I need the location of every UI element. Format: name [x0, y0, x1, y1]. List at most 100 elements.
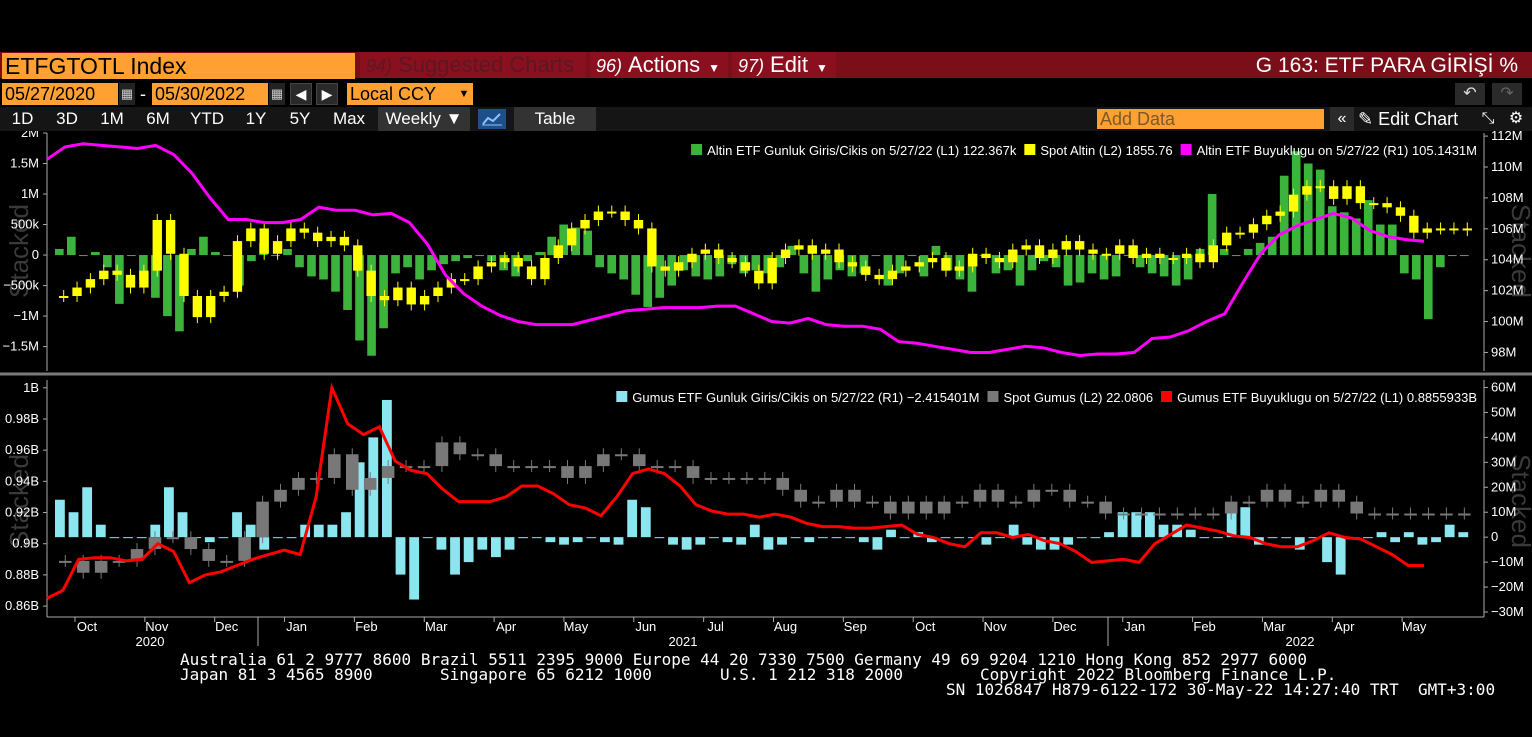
candle-body [647, 228, 657, 267]
candle-body [165, 219, 176, 254]
candle-body [1063, 489, 1077, 502]
calendar-icon[interactable]: ▦ [269, 83, 285, 105]
edit-axes-icon[interactable]: ⤡ [1481, 110, 1495, 127]
bar-mark [991, 255, 1001, 274]
candle-body [807, 245, 817, 254]
legend-entry-label: Gumus ETF Buyuklugu on 5/27/22 (L1) 0.88… [1177, 390, 1477, 405]
candle-body [1153, 513, 1166, 516]
y-right-tick-label: 10M [1491, 504, 1516, 519]
candle-body [286, 228, 296, 242]
undo-icon[interactable]: ↶ [1455, 83, 1485, 105]
y-left-tick-label: 0.9B [12, 536, 39, 551]
line-chart-icon[interactable] [478, 109, 506, 129]
bar-mark [600, 537, 610, 543]
table-button[interactable]: Table [514, 107, 596, 131]
bar-mark [1294, 537, 1305, 550]
bar-mark [518, 537, 529, 539]
candle-body [620, 211, 630, 220]
candle-body [1117, 513, 1130, 516]
legend-swatch [1180, 144, 1192, 155]
legend-entry-label: Spot Altin (L2) 1855.76 [1040, 143, 1172, 158]
ticker-field[interactable]: ETFGTOTL Index [2, 53, 355, 79]
bar-mark [1303, 163, 1313, 256]
legend-swatch [616, 391, 628, 402]
range-ytd-button[interactable]: YTD [190, 109, 224, 128]
actions-menu[interactable]: 96) Actions ▼ [590, 52, 728, 78]
candle-body [579, 466, 592, 478]
chevron-left-icon[interactable]: ◀ [290, 83, 312, 105]
collapse-left-icon[interactable]: « [1330, 107, 1354, 131]
bar-mark [1036, 537, 1046, 550]
candle-body [884, 501, 897, 514]
edit-menu[interactable]: 97) Edit ▼ [732, 52, 836, 78]
end-date-field[interactable]: 05/30/2022 [152, 83, 268, 105]
x-tick-label: Dec [1053, 619, 1077, 634]
chevron-down-icon[interactable]: ▼ [455, 83, 473, 105]
bar-mark [931, 245, 941, 256]
candle-body [1034, 245, 1045, 258]
bar-mark [139, 255, 148, 280]
candle-body [1155, 253, 1165, 258]
range-6m-button[interactable]: 6M [146, 109, 170, 128]
y-right-tick-label: 40M [1491, 429, 1516, 444]
redo-icon[interactable]: ↷ [1492, 83, 1522, 105]
series-line [46, 142, 1425, 358]
y-right-tick-label: 104M [1491, 252, 1524, 267]
frequency-select[interactable]: Weekly ▼ [378, 107, 470, 131]
bar-mark [1231, 255, 1241, 257]
candle-body [1195, 253, 1205, 263]
bar-mark [55, 248, 64, 256]
candle-body [994, 257, 1005, 263]
bar-mark [463, 255, 472, 259]
bar-mark [55, 499, 65, 538]
candle-body [740, 262, 751, 271]
bar-mark [1459, 255, 1469, 257]
bar-mark [1351, 218, 1361, 256]
bar-mark [109, 537, 120, 539]
candle-body [1440, 513, 1453, 516]
add-data-input[interactable]: Add Data [1097, 109, 1324, 129]
range-1y-button[interactable]: 1Y [245, 109, 267, 128]
bar-mark [259, 537, 270, 550]
range-5y-button[interactable]: 5Y [289, 109, 311, 128]
y-left-tick-label: 1B [23, 380, 39, 395]
date-separator: - [140, 84, 146, 104]
candle-body [686, 466, 700, 478]
candle-body [130, 549, 144, 561]
calendar-icon[interactable]: ▦ [119, 83, 135, 105]
bar-mark [343, 255, 352, 310]
bar-mark [775, 255, 785, 268]
candle-body [1235, 232, 1245, 235]
bar-mark [199, 236, 208, 256]
chevron-right-icon[interactable]: ▶ [316, 83, 338, 105]
candle-body [1115, 245, 1125, 254]
candle-body [94, 560, 108, 573]
currency-select[interactable]: Local CCY [347, 83, 455, 105]
range-1d-button[interactable]: 1D [11, 109, 34, 128]
range-3d-button[interactable]: 3D [56, 109, 78, 128]
stacked-watermark-right: Stacked [1506, 204, 1532, 298]
start-date-field[interactable]: 05/27/2020 [2, 83, 118, 105]
bar-mark [1411, 255, 1421, 280]
gear-icon[interactable]: ⚙ [1508, 110, 1524, 127]
y-left-tick-label: 0.88B [5, 567, 39, 582]
candle-body [1395, 207, 1406, 216]
candle-body [1208, 245, 1218, 263]
bar-mark [927, 537, 937, 543]
candle-body [673, 262, 684, 271]
candle-body [704, 477, 718, 480]
bar-mark [1267, 236, 1277, 256]
candle-body [941, 257, 951, 271]
bar-mark [1423, 255, 1433, 320]
range-1m-button[interactable]: 1M [100, 109, 124, 128]
edit-chart-button[interactable]: ✎ Edit Chart [1358, 107, 1458, 131]
candle-body [526, 266, 537, 280]
bar-mark [679, 255, 689, 271]
bar-mark [247, 255, 256, 262]
range-max-button[interactable]: Max [332, 109, 366, 128]
candle-body [722, 477, 736, 480]
y-right-tick-label: 0 [1491, 529, 1498, 544]
candle-body [1021, 245, 1031, 250]
suggested-charts-menu[interactable]: 94) Suggested Charts [360, 52, 586, 78]
legend: Gumus ETF Buyuklugu on 5/27/22 (L1) 0.88… [616, 390, 1477, 405]
